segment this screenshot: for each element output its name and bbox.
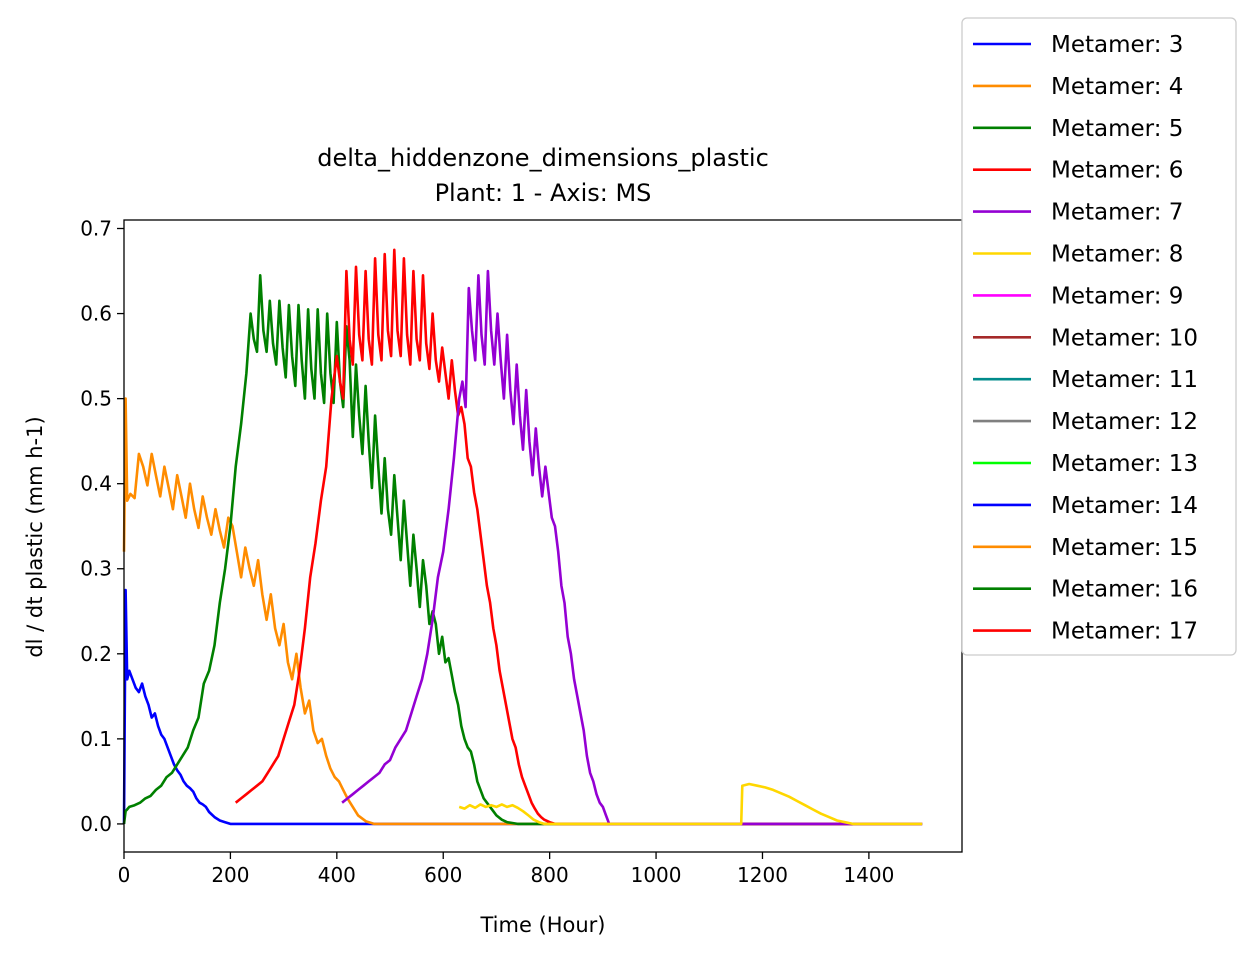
- y-tick-label: 0.5: [80, 387, 112, 411]
- series-line-metamer-7: [341, 269, 923, 826]
- y-tick-label: 0.1: [80, 727, 112, 751]
- legend-label: Metamer: 5: [1051, 116, 1183, 142]
- x-tick-label: 400: [318, 863, 356, 887]
- legend-frame: [961, 17, 1237, 656]
- legend-label: Metamer: 17: [1051, 619, 1198, 645]
- legend-label: Metamer: 13: [1051, 451, 1198, 477]
- legend-label: Metamer: 6: [1051, 158, 1183, 184]
- legend-label: Metamer: 3: [1051, 32, 1183, 58]
- x-axis-title: Time (Hour): [479, 913, 605, 937]
- y-axis-title: dl / dt plastic (mm h-1): [23, 416, 47, 657]
- chart-subtitle: Plant: 1 - Axis: MS: [435, 179, 652, 207]
- y-tick-label: 0.0: [80, 812, 112, 836]
- series-line-metamer-4: [122, 397, 923, 826]
- y-tick-label: 0.6: [80, 302, 112, 326]
- legend-label: Metamer: 9: [1051, 283, 1183, 309]
- x-tick-label: 200: [211, 863, 249, 887]
- legend: Metamer: 3 Metamer: 4 Metamer: 5 Metamer: 6…: [961, 17, 1237, 656]
- legend-label: Metamer: 16: [1051, 577, 1198, 603]
- y-tick-label: 0.2: [80, 642, 112, 666]
- x-axis: 0 200 400 600 800 1000 1200 1400: [118, 852, 894, 887]
- x-tick-label: 0: [118, 863, 131, 887]
- x-tick-label: 1400: [843, 863, 894, 887]
- legend-items: Metamer: 3 Metamer: 4 Metamer: 5 Metamer: 6…: [973, 32, 1198, 645]
- y-axis: 0.0 0.1 0.2 0.3 0.4 0.5 0.6 0.7: [80, 217, 124, 836]
- legend-label: Metamer: 11: [1051, 367, 1198, 393]
- legend-label: Metamer: 12: [1051, 409, 1198, 435]
- y-tick-label: 0.7: [80, 217, 112, 241]
- x-tick-label: 1200: [737, 863, 788, 887]
- series-line-metamer-8: [458, 782, 923, 826]
- legend-label: Metamer: 15: [1051, 535, 1198, 561]
- legend-label: Metamer: 4: [1051, 74, 1183, 100]
- legend-label: Metamer: 7: [1051, 200, 1183, 226]
- series-line-metamer-3: [122, 588, 923, 826]
- y-tick-label: 0.3: [80, 557, 112, 581]
- legend-label: Metamer: 10: [1051, 325, 1198, 351]
- x-tick-label: 600: [424, 863, 462, 887]
- x-tick-label: 800: [531, 863, 569, 887]
- chart-title: delta_hiddenzone_dimensions_plastic: [317, 144, 769, 172]
- series-line-metamer-6: [234, 248, 923, 826]
- series-layer: [122, 248, 923, 826]
- x-tick-label: 1000: [631, 863, 682, 887]
- y-tick-label: 0.4: [80, 472, 112, 496]
- legend-label: Metamer: 8: [1051, 242, 1183, 268]
- legend-label: Metamer: 14: [1051, 493, 1198, 519]
